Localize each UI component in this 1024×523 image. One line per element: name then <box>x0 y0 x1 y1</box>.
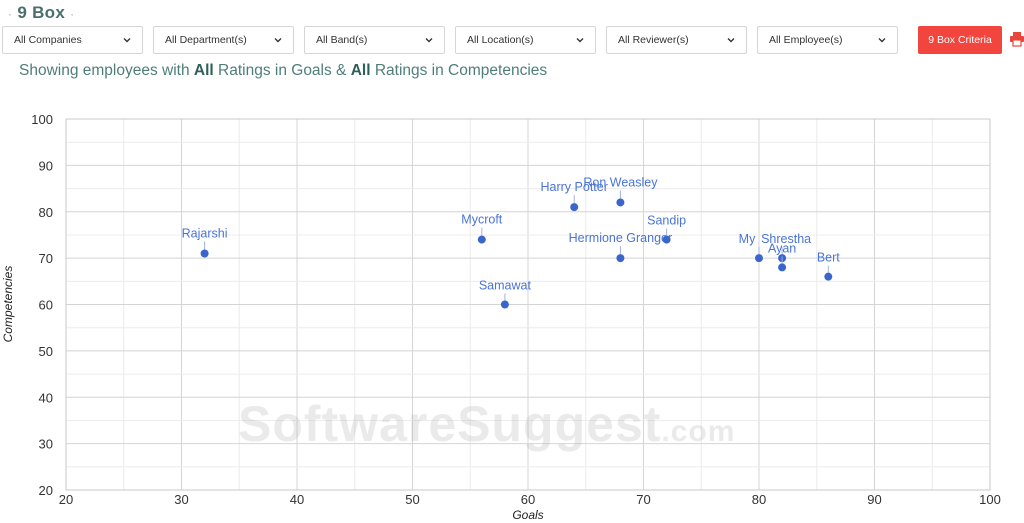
y-tick-label: 80 <box>39 205 53 220</box>
y-tick-label: 30 <box>39 437 53 452</box>
x-tick-label: 50 <box>405 492 419 507</box>
data-point-label: Shrestha <box>761 232 811 246</box>
title-dot-left: · <box>8 7 13 21</box>
y-axis-label: Competencies <box>1 266 15 343</box>
data-point <box>755 254 763 263</box>
x-tick-label: 80 <box>752 492 766 507</box>
print-icon[interactable] <box>1009 31 1024 47</box>
x-tick-label: 90 <box>867 492 881 507</box>
title-dot-right: · <box>70 7 75 21</box>
y-tick-label: 100 <box>31 112 53 127</box>
location-filter-label: All Location(s) <box>467 34 534 46</box>
subtitle-mid: Ratings in Goals & <box>213 62 351 79</box>
page-title-text: 9 Box <box>17 3 66 22</box>
band-filter[interactable]: All Band(s) <box>304 26 445 54</box>
x-tick-label: 100 <box>979 492 1001 507</box>
reviewer-filter-label: All Reviewer(s) <box>618 34 689 46</box>
y-tick-label: 70 <box>39 251 53 266</box>
employee-filter[interactable]: All Employee(s) <box>757 26 898 54</box>
data-point <box>570 203 579 212</box>
y-tick-label: 40 <box>39 390 53 405</box>
chart-subtitle: Showing employees with All Ratings in Go… <box>19 62 547 80</box>
x-tick-label: 40 <box>290 492 304 507</box>
chevron-down-icon <box>274 38 282 43</box>
department-filter[interactable]: All Department(s) <box>153 26 294 54</box>
data-point <box>500 300 509 309</box>
nine-box-criteria-button[interactable]: 9 Box Criteria <box>918 26 1002 54</box>
data-point <box>616 254 625 263</box>
chevron-down-icon <box>425 38 433 43</box>
page-title: · 9 Box · <box>8 3 74 23</box>
data-point-label: Samawat <box>479 279 532 293</box>
chevron-down-icon <box>878 38 886 43</box>
x-tick-label: 30 <box>174 492 188 507</box>
y-tick-label: 90 <box>39 158 53 173</box>
y-tick-label: 50 <box>39 344 53 359</box>
top-bar: · 9 Box · All Companies All Department(s… <box>0 0 1024 90</box>
department-filter-label: All Department(s) <box>165 34 247 46</box>
company-filter-label: All Companies <box>14 34 82 46</box>
watermark-suffix: .com <box>661 415 736 448</box>
x-tick-label: 70 <box>636 492 650 507</box>
x-tick-label: 20 <box>59 492 73 507</box>
data-point <box>778 263 787 272</box>
reviewer-filter[interactable]: All Reviewer(s) <box>606 26 747 54</box>
x-axis-label: Goals <box>512 508 543 522</box>
chevron-down-icon <box>576 38 584 43</box>
data-point-label: Ron Weasley <box>583 175 658 189</box>
goals-scope: All <box>193 62 214 79</box>
company-filter[interactable]: All Companies <box>2 26 143 54</box>
data-point-label: My <box>739 232 756 246</box>
data-point-label: Mycroft <box>461 213 503 227</box>
data-point <box>662 235 671 244</box>
plot-frame <box>65 118 991 491</box>
x-tick-label: 60 <box>521 492 535 507</box>
subtitle-pre: Showing employees with <box>19 62 194 79</box>
data-point-label: Sandip <box>647 214 686 228</box>
competencies-scope: All <box>350 62 371 79</box>
employee-filter-label: All Employee(s) <box>769 34 843 46</box>
watermark-main: SoftwareSuggest <box>238 396 662 452</box>
tick-layer: 20 30 40 50 60 70 80 90 100 20 30 40 50 60 70 80 90 100 <box>31 112 1001 507</box>
band-filter-label: All Band(s) <box>316 34 368 46</box>
data-point <box>477 235 486 244</box>
chevron-down-icon <box>123 38 131 43</box>
filter-bar: All Companies All Department(s) All Band… <box>2 26 898 54</box>
location-filter[interactable]: All Location(s) <box>455 26 596 54</box>
y-tick-label: 60 <box>39 298 53 313</box>
data-point <box>200 249 209 258</box>
subtitle-post: Ratings in Competencies <box>370 62 548 79</box>
data-point-label: Bert <box>817 251 840 265</box>
watermark: SoftwareSuggest.com <box>238 395 735 453</box>
grid-layer <box>65 118 991 491</box>
data-point-label: Ayan <box>768 241 796 255</box>
data-point-label: Harry Potter <box>541 180 608 194</box>
data-point <box>824 272 833 281</box>
chevron-down-icon <box>727 38 735 43</box>
y-tick-label: 20 <box>39 483 53 498</box>
data-point-label: Rajarshi <box>182 226 228 240</box>
data-point-label: Hermione Granger <box>569 231 673 245</box>
data-point <box>616 198 625 207</box>
